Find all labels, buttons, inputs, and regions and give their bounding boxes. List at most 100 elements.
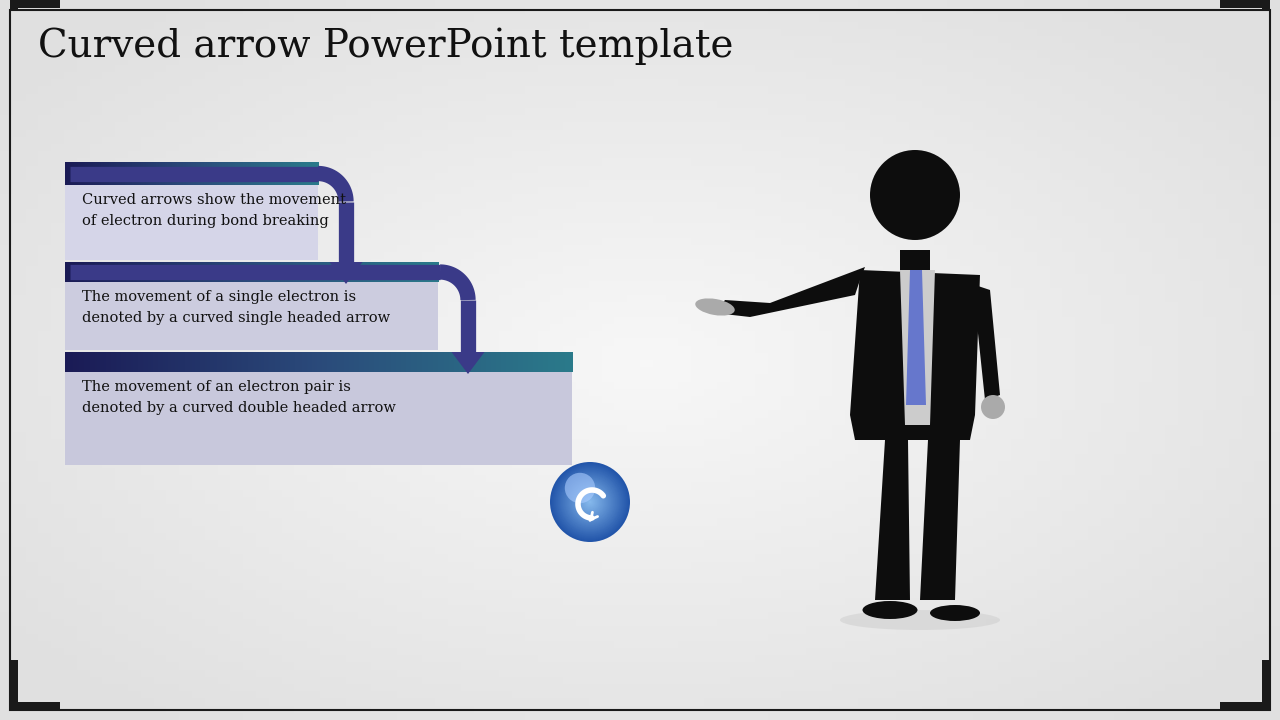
Bar bbox=[384, 352, 387, 372]
Bar bbox=[212, 162, 215, 185]
Bar bbox=[229, 352, 232, 372]
Bar bbox=[76, 352, 78, 372]
Bar bbox=[81, 352, 83, 372]
Bar bbox=[452, 352, 454, 372]
Bar bbox=[233, 262, 236, 282]
Bar bbox=[234, 162, 236, 185]
Bar bbox=[191, 162, 192, 185]
Bar bbox=[228, 352, 230, 372]
Bar bbox=[147, 262, 150, 282]
Bar bbox=[284, 352, 288, 372]
Bar bbox=[308, 162, 310, 185]
Bar bbox=[70, 352, 73, 372]
Circle shape bbox=[576, 488, 604, 516]
Bar bbox=[202, 262, 204, 282]
Bar bbox=[398, 352, 401, 372]
Bar bbox=[436, 262, 439, 282]
Bar bbox=[302, 352, 305, 372]
Circle shape bbox=[559, 471, 621, 533]
Bar bbox=[323, 262, 325, 282]
Bar bbox=[128, 162, 131, 185]
Bar bbox=[275, 162, 276, 185]
Bar bbox=[182, 262, 184, 282]
Bar bbox=[146, 162, 147, 185]
Bar bbox=[68, 162, 69, 185]
Bar bbox=[191, 262, 193, 282]
Bar bbox=[291, 162, 292, 185]
Bar bbox=[132, 162, 133, 185]
Bar bbox=[257, 162, 259, 185]
Bar bbox=[273, 352, 275, 372]
Bar bbox=[152, 162, 154, 185]
Bar bbox=[253, 162, 256, 185]
Bar bbox=[357, 352, 360, 372]
Bar bbox=[10, 660, 18, 710]
Bar bbox=[99, 162, 101, 185]
Circle shape bbox=[553, 465, 627, 539]
Bar bbox=[307, 262, 310, 282]
Bar bbox=[411, 262, 413, 282]
Bar bbox=[161, 262, 163, 282]
Bar bbox=[97, 162, 100, 185]
Bar bbox=[360, 262, 362, 282]
Bar bbox=[95, 262, 97, 282]
Bar bbox=[237, 352, 241, 372]
Bar bbox=[123, 262, 125, 282]
Bar bbox=[264, 162, 265, 185]
Bar bbox=[429, 262, 431, 282]
Bar bbox=[388, 262, 390, 282]
Bar bbox=[247, 262, 248, 282]
Bar bbox=[119, 352, 122, 372]
Bar bbox=[312, 162, 314, 185]
Bar bbox=[270, 162, 271, 185]
Bar bbox=[571, 352, 573, 372]
Bar bbox=[283, 162, 285, 185]
Bar bbox=[268, 352, 270, 372]
Bar bbox=[426, 262, 429, 282]
Bar bbox=[68, 352, 72, 372]
Bar bbox=[108, 262, 110, 282]
Bar bbox=[92, 162, 93, 185]
Bar bbox=[65, 262, 68, 282]
Circle shape bbox=[579, 490, 602, 514]
Bar bbox=[298, 352, 301, 372]
Bar bbox=[172, 262, 174, 282]
Bar bbox=[70, 162, 72, 185]
Bar bbox=[227, 162, 229, 185]
Bar bbox=[91, 262, 93, 282]
Bar bbox=[1262, 0, 1270, 10]
Bar bbox=[186, 262, 188, 282]
Bar bbox=[374, 262, 375, 282]
Bar bbox=[100, 162, 102, 185]
Bar bbox=[404, 262, 407, 282]
Circle shape bbox=[564, 476, 616, 528]
Bar bbox=[394, 262, 397, 282]
Bar bbox=[102, 162, 105, 185]
Bar bbox=[82, 352, 84, 372]
Bar bbox=[77, 162, 78, 185]
Bar bbox=[416, 262, 417, 282]
Bar bbox=[467, 352, 470, 372]
Circle shape bbox=[550, 463, 628, 541]
Bar bbox=[136, 352, 138, 372]
Bar bbox=[239, 162, 241, 185]
Bar bbox=[87, 262, 90, 282]
Bar bbox=[159, 162, 160, 185]
Bar bbox=[238, 162, 239, 185]
Bar bbox=[306, 262, 308, 282]
Bar bbox=[366, 352, 369, 372]
Bar bbox=[92, 262, 95, 282]
Circle shape bbox=[582, 494, 598, 510]
Bar bbox=[282, 352, 284, 372]
Bar bbox=[329, 352, 332, 372]
Bar bbox=[187, 262, 189, 282]
Bar bbox=[262, 262, 265, 282]
Bar bbox=[252, 162, 253, 185]
Bar bbox=[128, 162, 129, 185]
Bar bbox=[229, 262, 232, 282]
Bar bbox=[204, 262, 205, 282]
Bar bbox=[248, 162, 251, 185]
Bar bbox=[568, 352, 571, 372]
Bar bbox=[315, 162, 316, 185]
Bar bbox=[444, 352, 447, 372]
